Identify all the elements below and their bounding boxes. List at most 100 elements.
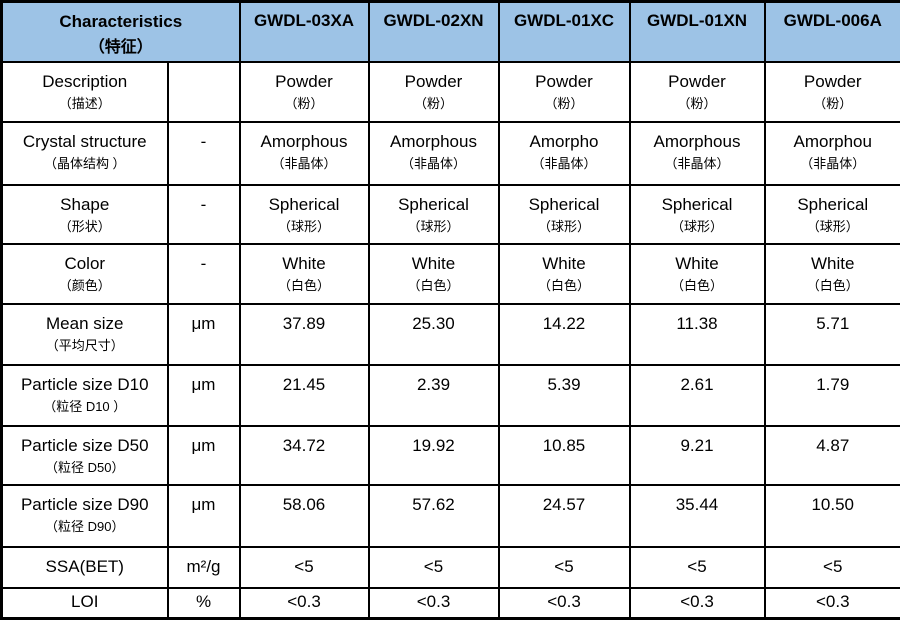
value-cell: <0.3: [630, 588, 765, 619]
value-zh: （粉）: [766, 94, 900, 115]
row-label-zh: （粒径 D90）: [3, 517, 167, 538]
value-cell: <5: [369, 547, 499, 588]
value-en: 11.38: [631, 312, 764, 337]
value-cell: 5.39: [499, 365, 630, 426]
value-en: <5: [766, 555, 900, 580]
row-label-en: Mean size: [3, 312, 167, 337]
value-en: 2.39: [370, 373, 498, 398]
row-label: Description（描述）: [2, 62, 168, 122]
value-en: Powder: [500, 70, 629, 95]
value-en: Amorphou: [766, 130, 900, 155]
value-cell: Amorphous（非晶体）: [630, 122, 765, 185]
row-label-en: Particle size D90: [3, 493, 167, 518]
row-unit-text: m²/g: [169, 555, 239, 580]
row-unit: -: [168, 185, 240, 244]
row-unit-text: -: [169, 130, 239, 155]
table-row: SSA(BET)m²/g<5<5<5<5<5: [2, 547, 900, 588]
row-label-zh: （颜色）: [3, 276, 167, 297]
value-en: <0.3: [370, 590, 498, 615]
value-en: 9.21: [631, 434, 764, 459]
value-cell: 58.06: [240, 485, 369, 547]
value-en: 5.39: [500, 373, 629, 398]
value-cell: 35.44: [630, 485, 765, 547]
value-zh: （非晶体）: [370, 154, 498, 175]
value-cell: Powder（粉）: [499, 62, 630, 122]
value-en: <0.3: [766, 590, 900, 615]
value-en: Spherical: [766, 193, 900, 218]
value-en: 24.57: [500, 493, 629, 518]
row-label: Shape（形状）: [2, 185, 168, 244]
row-unit-text: %: [169, 590, 239, 615]
value-en: 2.61: [631, 373, 764, 398]
table-row: LOI%<0.3<0.3<0.3<0.3<0.3: [2, 588, 900, 619]
value-cell: <0.3: [369, 588, 499, 619]
value-en: Amorphous: [631, 130, 764, 155]
header-product-5: GWDL-006A: [765, 2, 900, 62]
value-en: 5.71: [766, 312, 900, 337]
value-en: 37.89: [241, 312, 368, 337]
value-en: Spherical: [631, 193, 764, 218]
value-en: <0.3: [500, 590, 629, 615]
row-label: Mean size（平均尺寸）: [2, 304, 168, 365]
value-cell: 2.61: [630, 365, 765, 426]
value-zh: （非晶体）: [500, 154, 629, 175]
value-cell: 21.45: [240, 365, 369, 426]
value-cell: White（白色）: [630, 244, 765, 304]
value-cell: 9.21: [630, 426, 765, 485]
value-en: 25.30: [370, 312, 498, 337]
row-unit: [168, 62, 240, 122]
value-cell: 37.89: [240, 304, 369, 365]
row-label-en: SSA(BET): [3, 555, 167, 580]
value-cell: <5: [630, 547, 765, 588]
row-label: Color（颜色）: [2, 244, 168, 304]
value-cell: White（白色）: [499, 244, 630, 304]
table-row: Crystal structure（晶体结构 ）-Amorphous（非晶体）A…: [2, 122, 900, 185]
row-label-en: Crystal structure: [3, 130, 167, 155]
value-en: White: [631, 252, 764, 277]
value-en: White: [766, 252, 900, 277]
value-cell: Powder（粉）: [765, 62, 900, 122]
value-cell: 10.50: [765, 485, 900, 547]
value-cell: <5: [240, 547, 369, 588]
value-zh: （白色）: [500, 276, 629, 297]
value-zh: （粉）: [241, 94, 368, 115]
row-label-zh: （描述）: [3, 94, 167, 115]
value-cell: Amorphous（非晶体）: [369, 122, 499, 185]
value-en: Amorphous: [370, 130, 498, 155]
row-unit-text: μm: [169, 373, 239, 398]
row-unit-text: -: [169, 252, 239, 277]
value-zh: （粉）: [370, 94, 498, 115]
value-en: White: [241, 252, 368, 277]
value-cell: 19.92: [369, 426, 499, 485]
row-label-en: Description: [3, 70, 167, 95]
value-en: 14.22: [500, 312, 629, 337]
value-cell: 14.22: [499, 304, 630, 365]
value-cell: 5.71: [765, 304, 900, 365]
table-body: Description（描述）Powder（粉）Powder（粉）Powder（…: [2, 62, 900, 619]
value-cell: Amorphous（非晶体）: [240, 122, 369, 185]
value-cell: Spherical（球形）: [630, 185, 765, 244]
header-product-1: GWDL-03XA: [240, 2, 369, 62]
value-zh: （白色）: [370, 276, 498, 297]
value-zh: （白色）: [766, 276, 900, 297]
value-zh: （白色）: [631, 276, 764, 297]
value-zh: （非晶体）: [241, 154, 368, 175]
value-en: 19.92: [370, 434, 498, 459]
row-label: LOI: [2, 588, 168, 619]
value-cell: 34.72: [240, 426, 369, 485]
row-unit: μm: [168, 426, 240, 485]
value-en: Powder: [370, 70, 498, 95]
value-cell: <0.3: [765, 588, 900, 619]
value-en: <5: [500, 555, 629, 580]
value-zh: （球形）: [241, 217, 368, 238]
row-unit: %: [168, 588, 240, 619]
row-label-en: LOI: [3, 590, 167, 615]
table-row: Shape（形状）-Spherical（球形）Spherical（球形）Sphe…: [2, 185, 900, 244]
row-label-zh: （粒径 D50）: [3, 458, 167, 479]
value-cell: <0.3: [240, 588, 369, 619]
value-zh: （球形）: [500, 217, 629, 238]
value-en: <0.3: [241, 590, 368, 615]
value-en: 58.06: [241, 493, 368, 518]
